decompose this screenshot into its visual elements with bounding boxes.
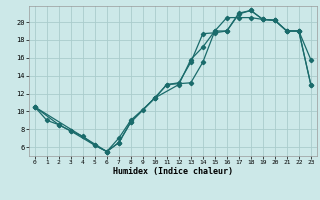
X-axis label: Humidex (Indice chaleur): Humidex (Indice chaleur) bbox=[113, 167, 233, 176]
